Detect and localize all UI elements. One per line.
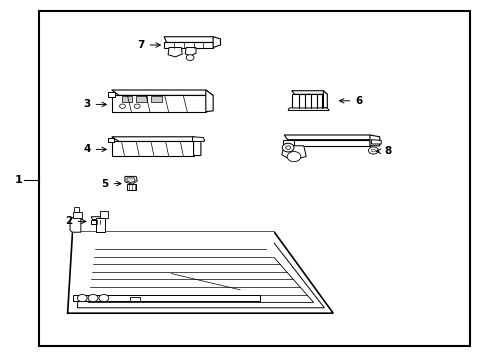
Polygon shape [91,220,103,224]
Circle shape [371,149,375,152]
Bar [122,96,132,102]
Polygon shape [213,37,220,48]
Polygon shape [371,140,381,144]
Polygon shape [112,95,206,112]
Polygon shape [112,90,213,95]
Polygon shape [73,295,260,301]
Circle shape [99,294,109,302]
Text: 5: 5 [101,179,121,189]
Polygon shape [125,176,137,184]
Polygon shape [284,140,370,146]
Polygon shape [206,90,213,112]
Polygon shape [370,135,380,146]
Text: 6: 6 [340,96,363,106]
Polygon shape [164,42,213,48]
Polygon shape [288,108,329,111]
Polygon shape [164,37,216,42]
Polygon shape [292,91,327,94]
Bar [39,11,470,346]
Polygon shape [292,94,323,108]
Polygon shape [108,92,115,97]
Polygon shape [112,137,201,141]
Circle shape [77,294,87,302]
Circle shape [368,147,378,154]
Text: 3: 3 [83,99,106,109]
Polygon shape [127,184,136,190]
Polygon shape [185,48,196,56]
Polygon shape [73,232,274,295]
Polygon shape [77,236,324,308]
Circle shape [88,294,98,302]
Polygon shape [193,137,205,141]
Polygon shape [194,137,201,156]
Polygon shape [127,248,146,253]
Polygon shape [103,217,104,224]
Circle shape [134,104,140,108]
Circle shape [186,55,194,60]
Polygon shape [74,207,79,212]
Polygon shape [112,141,194,156]
Text: 2: 2 [65,216,86,226]
Text: 7: 7 [137,40,160,50]
Polygon shape [157,248,188,253]
Polygon shape [168,48,182,57]
Polygon shape [68,232,333,313]
Text: 1: 1 [15,175,23,185]
Polygon shape [282,146,306,160]
Text: 8: 8 [376,146,392,156]
Polygon shape [284,135,373,140]
Polygon shape [70,216,81,232]
Polygon shape [91,217,104,220]
Polygon shape [100,211,108,218]
Polygon shape [73,212,82,218]
Polygon shape [130,297,140,301]
Bar [151,96,162,102]
Polygon shape [323,91,327,108]
Polygon shape [283,140,294,146]
Circle shape [287,152,301,162]
Polygon shape [127,178,135,183]
Circle shape [286,146,291,149]
Polygon shape [108,138,114,142]
Circle shape [120,104,125,108]
Polygon shape [96,218,105,232]
Bar [136,96,147,102]
Circle shape [282,143,294,152]
Polygon shape [88,241,314,302]
Text: 4: 4 [83,144,106,154]
